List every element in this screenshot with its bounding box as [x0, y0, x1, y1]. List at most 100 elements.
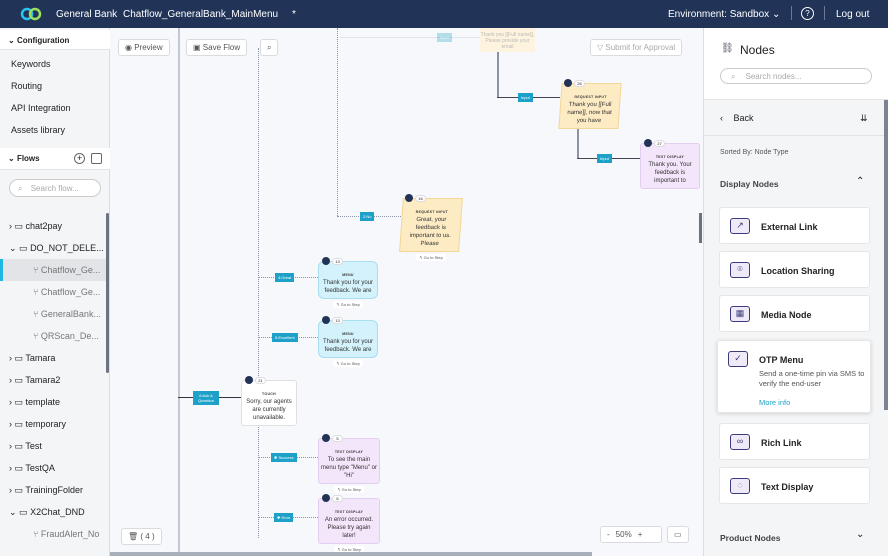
- flow-node[interactable]: MENU Thank you for your feedback. We are: [318, 320, 378, 358]
- folder-item[interactable]: ⌄ ▭ X2Chat_DND: [0, 501, 106, 523]
- node-card[interactable]: ▦ Media Node: [719, 295, 870, 332]
- chevron-up-icon[interactable]: ⌃: [856, 176, 865, 187]
- chevron-right-icon: ›: [9, 375, 15, 385]
- node-card[interactable]: ↗ External Link: [719, 207, 870, 244]
- zoom-out-button[interactable]: -: [607, 530, 610, 539]
- sidebar-scrollbar[interactable]: [106, 213, 109, 373]
- search-canvas-button[interactable]: ⌕: [260, 39, 279, 56]
- go-to-step-button[interactable]: ↰ Go to Step: [334, 546, 364, 553]
- trash-button[interactable]: 🗑 ( 4 ): [121, 528, 162, 545]
- search-placeholder: Search flow...: [30, 184, 79, 193]
- logout-button[interactable]: Log out: [836, 9, 870, 20]
- flow-item[interactable]: ⑂ Chatflow_Ge...: [0, 259, 106, 281]
- zoom-control: -50% +: [600, 526, 662, 543]
- folder-item[interactable]: ⌄ ▭ DO_NOT_DELE...: [0, 237, 106, 259]
- back-button[interactable]: ‹ Back: [720, 113, 754, 123]
- flow-node[interactable]: TEXT DISPLAY To see the main menu type "M…: [318, 438, 380, 484]
- node-card[interactable]: ∞ Rich Link: [719, 423, 870, 460]
- edge-label[interactable]: 6:Ask A Question: [193, 391, 219, 405]
- panel-scrollbar[interactable]: [884, 100, 888, 410]
- node-type: TOUCH: [262, 392, 276, 396]
- canvas-v-scrollbar[interactable]: [699, 213, 702, 243]
- flow-node[interactable]: TOUCH Sorry, our agents are currently una…: [241, 380, 297, 426]
- flow-item[interactable]: ⑂ GeneralBank...: [0, 303, 106, 325]
- search-icon: ⌕: [18, 184, 25, 193]
- flow-item[interactable]: ⑂ FraudAlert_No: [0, 523, 106, 545]
- submit-approval-button[interactable]: ▽ Submit for Approval: [590, 39, 683, 56]
- sidebar-item-assets-library[interactable]: Assets library: [11, 125, 66, 135]
- search-nodes-input[interactable]: ⌕ Search nodes...: [720, 68, 872, 84]
- folder-item[interactable]: › ▭ chat2pay: [0, 215, 106, 237]
- search-flow-input[interactable]: ⌕ Search flow...: [9, 179, 101, 197]
- environment-dropdown[interactable]: Environment: Sandbox ⌄: [668, 9, 780, 20]
- more-info-link[interactable]: More info: [759, 398, 791, 407]
- folder-item[interactable]: › ▭ temporary: [0, 413, 106, 435]
- folder-item[interactable]: › ▭ Test: [0, 435, 106, 457]
- folder-item[interactable]: › ▭ template: [0, 391, 106, 413]
- go-to-step-button[interactable]: ↰ Go to Step: [416, 254, 446, 261]
- sidebar-item-api-integration[interactable]: API Integration: [11, 103, 71, 113]
- edge-label-text: 2:No: [363, 214, 372, 219]
- chevron-down-icon[interactable]: ⌄: [856, 529, 865, 540]
- node-type: MENU: [342, 332, 354, 336]
- edge-label[interactable]: ✱ Error: [274, 513, 294, 522]
- node-type: TEXT DISPLAY: [334, 450, 364, 454]
- chevron-down-icon: ⌄: [9, 243, 20, 253]
- display-nodes-header[interactable]: Display Nodes: [720, 179, 779, 189]
- save-flow-button[interactable]: ▣ Save Flow: [186, 39, 248, 56]
- flow-item[interactable]: ⑂ Chatflow_Ge...: [0, 281, 106, 303]
- add-flow-icon[interactable]: +: [74, 153, 85, 164]
- flow-item[interactable]: ⑂ QRScan_De...: [0, 325, 106, 347]
- edge-label[interactable]: Input: [597, 154, 612, 163]
- minimap-button[interactable]: ▭: [667, 526, 689, 543]
- flow-branch-icon: ⑂: [33, 331, 41, 341]
- configuration-header[interactable]: ⌄ Configuration: [0, 30, 110, 50]
- flow-node[interactable]: TEXT DISPLAY An error occurred. Please tr…: [318, 498, 380, 544]
- edge-label[interactable]: Input: [518, 93, 533, 102]
- folder-item[interactable]: › ▭ Tamara: [0, 347, 106, 369]
- go-to-step-button[interactable]: ↰ Go to Step: [334, 486, 364, 493]
- preview-button[interactable]: ◉ Preview: [118, 39, 170, 56]
- folder-item[interactable]: › ▭ TrainingFolder: [0, 479, 106, 501]
- node-card[interactable]: ✓ OTP Menu Send a one-time pin via SMS to …: [717, 340, 871, 413]
- node-number: 16: [415, 195, 426, 202]
- flow-canvas[interactable]: ◉ Preview ▣ Save Flow ⌕ ▽ Submit for App…: [110, 28, 703, 556]
- help-icon[interactable]: ?: [801, 7, 814, 20]
- go-to-step-button[interactable]: ↰ Go to Step: [333, 360, 363, 367]
- node-number: 21: [255, 377, 266, 384]
- goto-label: Go to Step: [341, 487, 361, 492]
- tree-item-label: Tamara: [25, 353, 56, 363]
- edge-label[interactable]: 2:No: [360, 212, 375, 221]
- edge-label[interactable]: ✱ Success: [271, 453, 297, 462]
- edge-label[interactable]: 5:Excellent: [272, 333, 298, 342]
- chevron-right-icon: ›: [9, 353, 15, 363]
- folder-item[interactable]: › ▭ Tamara2: [0, 369, 106, 391]
- flow-node[interactable]: TEXT DISPLAY Thank you. Your feedback is …: [640, 143, 700, 189]
- flow-node[interactable]: REQUEST INPUT Thank you [[Full name]], no…: [558, 83, 622, 129]
- nodes-panel: ⛓ Nodes ⌕ Search nodes... ‹ Back ⇊ Sorted…: [703, 28, 888, 556]
- layout-icon[interactable]: [91, 153, 102, 164]
- sidebar-item-routing[interactable]: Routing: [11, 81, 43, 91]
- node-card[interactable]: ⌾ Location Sharing: [719, 251, 870, 288]
- zoom-level: 50%: [615, 530, 632, 539]
- go-to-step-button[interactable]: ↰ Go to Step: [333, 301, 363, 308]
- zoom-in-button[interactable]: +: [637, 530, 643, 539]
- folder-icon: ▭: [14, 397, 26, 407]
- flow-node[interactable]: MENU Thank you for your feedback. We are: [318, 261, 378, 299]
- goto-label: Go to Step: [340, 361, 360, 366]
- canvas-h-scrollbar[interactable]: [110, 552, 592, 556]
- faded-node[interactable]: Thank you [[Full name]], Please provide …: [480, 28, 535, 52]
- sidebar-item-keywords[interactable]: Keywords: [11, 59, 51, 69]
- goto-icon: ↰: [419, 255, 424, 260]
- flows-header[interactable]: ⌄ Flows +: [0, 148, 110, 170]
- product-nodes-header[interactable]: Product Nodes: [720, 533, 781, 543]
- flow-branch-icon: ⑂: [33, 529, 41, 539]
- edge-label[interactable]: 4:Great: [275, 273, 295, 282]
- flow-node[interactable]: REQUEST INPUT Great, your feedback is imp…: [399, 198, 463, 252]
- sort-icon[interactable]: ⇊: [860, 113, 868, 123]
- flow-branch-icon: ⑂: [33, 265, 41, 275]
- folder-item[interactable]: › ▭ TestQA: [0, 457, 106, 479]
- node-card[interactable]: ◌ Text Display: [719, 467, 870, 504]
- filter-icon: ▽: [597, 43, 606, 52]
- node-card-label: Rich Link: [761, 438, 802, 448]
